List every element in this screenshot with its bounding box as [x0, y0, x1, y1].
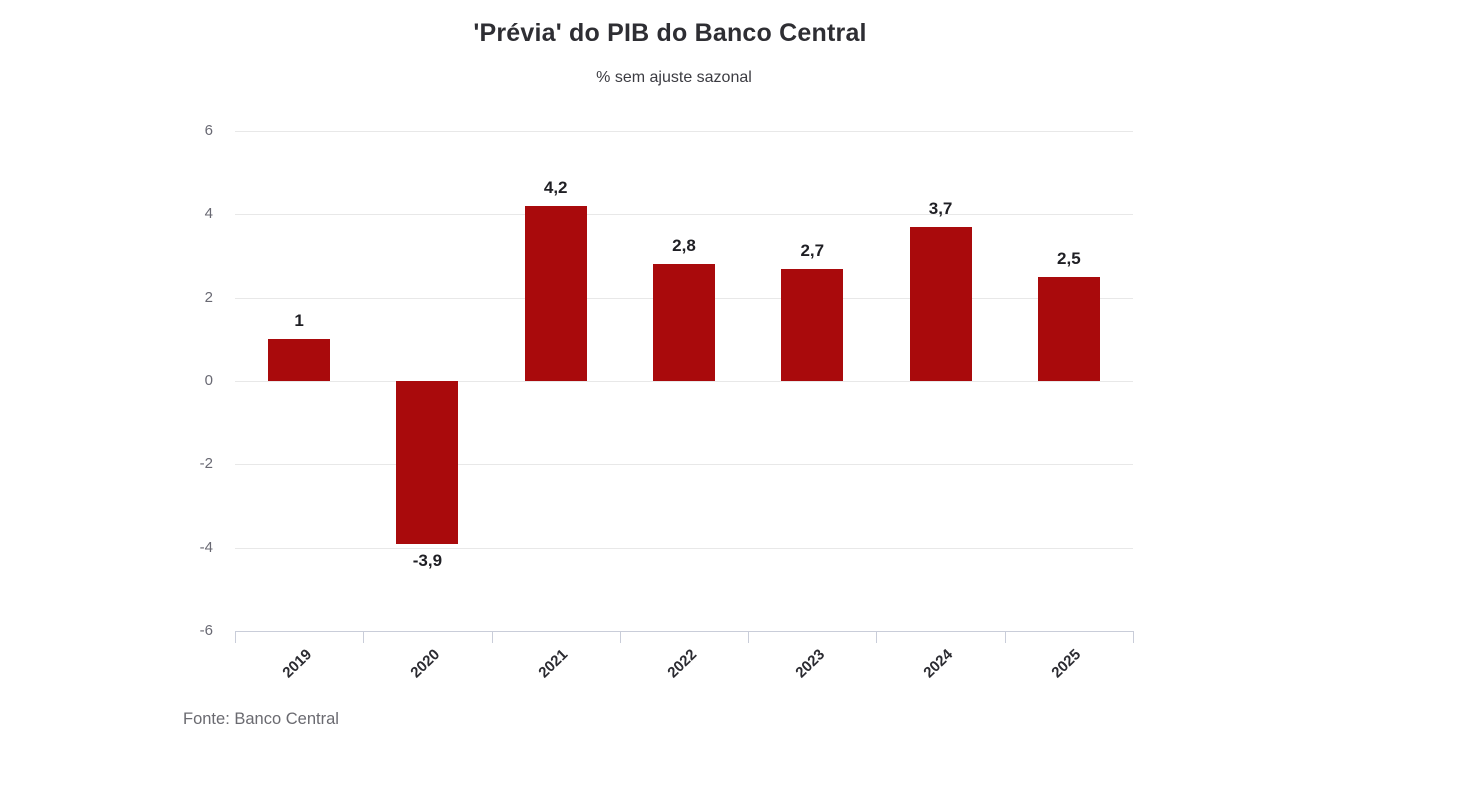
x-axis-label: 2023 — [792, 646, 829, 682]
bar-value-label: 2,8 — [672, 236, 696, 256]
bar-value-label: 1 — [294, 311, 304, 331]
x-axis-label: 2020 — [407, 646, 444, 682]
grid-line — [235, 547, 1133, 549]
grid-line — [235, 131, 1133, 132]
y-axis-label: -4 — [199, 538, 213, 556]
grid-line — [235, 381, 1133, 382]
bar-2023 — [781, 268, 844, 381]
x-axis-label: 2021 — [535, 646, 572, 682]
bar-value-label: -3,9 — [412, 550, 443, 570]
bar-value-label: 3,7 — [928, 198, 953, 218]
bar-2019 — [268, 339, 331, 381]
x-axis-tick — [619, 631, 621, 643]
bar-value-label: 2,5 — [1057, 248, 1081, 268]
x-axis-tick — [1133, 631, 1134, 643]
x-axis-tick — [876, 631, 878, 643]
bar-2020 — [396, 381, 459, 544]
plot-area: 6 4 2 0 -2 -4 -6 1 2019 -3,9 2020 4,2 2021 2,8 2022 2,7… — [200, 122, 1134, 681]
x-axis-tick — [363, 631, 365, 643]
x-axis-line — [235, 631, 1133, 632]
bar-2025 — [1037, 276, 1100, 381]
x-axis-tick — [748, 631, 750, 643]
x-axis-label: 2024 — [920, 646, 957, 682]
bar-value-label: 2,7 — [800, 240, 825, 260]
grid-line — [235, 214, 1133, 216]
y-axis-label: -6 — [199, 622, 213, 639]
bar-2022 — [653, 264, 715, 381]
y-axis-label: 2 — [204, 288, 213, 306]
x-axis-tick — [491, 631, 493, 643]
bar-2021 — [524, 206, 587, 381]
y-axis-label: -2 — [199, 455, 213, 473]
bar-2024 — [909, 226, 972, 381]
y-axis-label: 0 — [204, 372, 213, 389]
x-axis-tick — [1004, 631, 1006, 643]
chart-subtitle: % sem ajuste sazonal — [596, 69, 752, 86]
x-axis-tick — [235, 631, 236, 643]
y-axis-label: 4 — [204, 205, 213, 223]
chart-title: 'Prévia' do PIB do Banco Central — [473, 19, 867, 47]
bar-value-label: 4,2 — [543, 178, 568, 197]
x-axis-label: 2019 — [279, 646, 315, 682]
y-axis-label: 6 — [204, 122, 213, 139]
x-axis-label: 2022 — [663, 646, 700, 682]
x-axis-label: 2025 — [1048, 646, 1085, 682]
grid-line — [235, 464, 1133, 466]
source-credit: Fonte: Banco Central — [183, 710, 339, 728]
